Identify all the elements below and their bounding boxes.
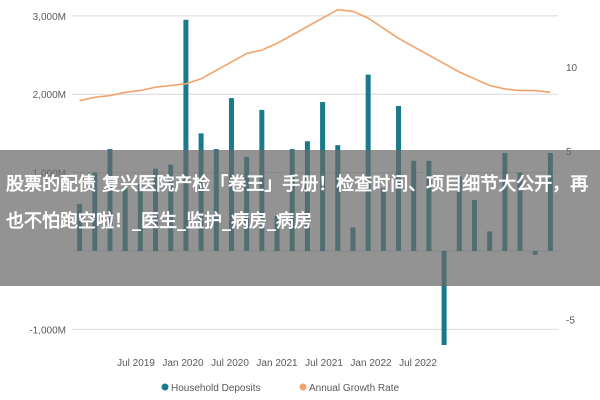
left-tick-label: 3,000M — [33, 12, 66, 23]
growth-line — [79, 8, 551, 102]
right-tick-label: -5 — [566, 316, 575, 327]
legend-marker — [299, 383, 307, 391]
overlay-headline: 股票的配债 复兴医院产检「卷王」手册！检查时间、项目细节大公开，再也不怕跑空啦！… — [6, 174, 589, 232]
x-tick-label: Jul 2019 — [117, 358, 155, 369]
legend-label: Annual Growth Rate — [309, 383, 399, 394]
left-tick-label: -1,000M — [29, 325, 66, 336]
left-tick-label: 2,000M — [33, 90, 66, 101]
x-axis-ticks: Jul 2019 Jan 2020 Jul 2020 Jan 2021 Jul 2021… — [117, 358, 437, 369]
legend-marker — [161, 383, 169, 391]
overlay-banner — [0, 150, 600, 286]
x-tick-label: Jul 2020 — [211, 358, 249, 369]
x-tick-label: Jan 2022 — [350, 358, 392, 369]
bar — [183, 19, 189, 251]
right-tick-label: 10 — [566, 63, 578, 74]
bar — [441, 250, 447, 345]
legend-label: Household Deposits — [171, 383, 261, 394]
x-tick-label: Jan 2020 — [162, 358, 204, 369]
legend: Household Deposits Annual Growth Rate — [161, 383, 399, 394]
x-tick-label: Jul 2022 — [399, 358, 437, 369]
line-series-annual-growth-rate — [79, 8, 551, 102]
x-tick-label: Jan 2021 — [256, 358, 298, 369]
x-tick-label: Jul 2021 — [305, 358, 343, 369]
